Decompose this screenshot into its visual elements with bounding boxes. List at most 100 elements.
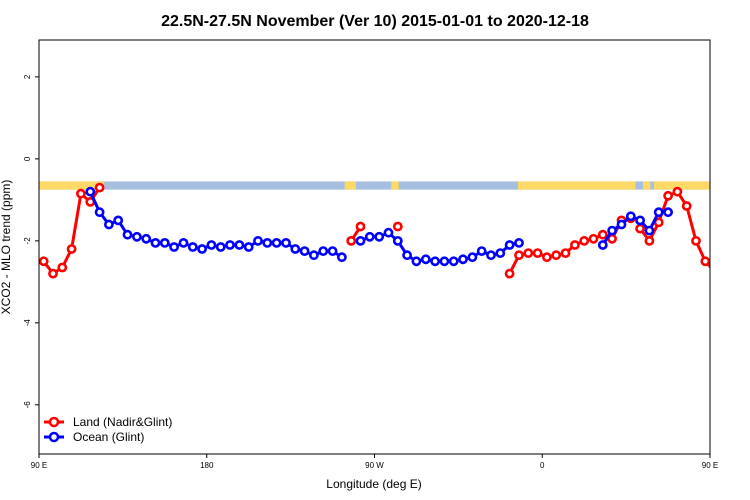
- data-point: [597, 229, 608, 240]
- data-point: [681, 201, 692, 211]
- y-axis-label: XCO2 - MLO trend (ppm): [0, 180, 13, 315]
- data-point: [402, 250, 412, 261]
- data-point: [653, 207, 664, 218]
- data-point: [588, 233, 599, 244]
- x-tick-label: 0: [540, 461, 545, 470]
- data-point: [700, 256, 710, 267]
- y-tick-label: -4: [23, 319, 32, 327]
- legend-ocean-marker: [48, 431, 60, 443]
- land-band-4: [642, 181, 651, 190]
- legend-land-label: Land (Nadir&Glint): [73, 415, 172, 429]
- data-point: [663, 190, 673, 201]
- data-point: [346, 235, 357, 246]
- data-point: [514, 237, 524, 248]
- series-ocean: [85, 186, 673, 267]
- data-point: [739, 190, 746, 197]
- data-point: [215, 242, 226, 252]
- x-tick-label: 90 E: [31, 461, 47, 470]
- data-point: [39, 256, 49, 267]
- data-point: [131, 231, 142, 242]
- data-point: [597, 240, 608, 250]
- land-band-2: [391, 181, 399, 190]
- data-point: [355, 221, 366, 232]
- data-point: [635, 215, 645, 226]
- chart-title: 22.5N-27.5N November (Ver 10) 2015-01-01…: [161, 13, 589, 30]
- data-point: [66, 244, 77, 254]
- data-point: [411, 256, 422, 267]
- data-point: [691, 235, 701, 246]
- data-point: [308, 250, 319, 261]
- land-band-1: [344, 181, 356, 190]
- data-point: [364, 231, 375, 242]
- data-point: [720, 264, 727, 271]
- land-band-5: [654, 181, 710, 190]
- data-point: [430, 256, 440, 267]
- legend-ocean-label: Ocean (Glint): [73, 430, 144, 444]
- data-point: [560, 248, 571, 258]
- data-point: [458, 254, 468, 265]
- data-point: [374, 231, 385, 242]
- data-point: [169, 242, 179, 252]
- data-point: [290, 244, 301, 254]
- data-point: [178, 237, 189, 248]
- series-line-0-4: [638, 190, 710, 269]
- data-point: [225, 240, 235, 250]
- data-point: [122, 229, 133, 240]
- data-point: [187, 242, 198, 252]
- plot-frame: [38, 39, 711, 455]
- data-point: [570, 240, 580, 250]
- data-point: [532, 248, 543, 258]
- data-point: [495, 248, 506, 258]
- y-tick-label: 2: [23, 74, 32, 79]
- y-tick-label: 0: [23, 156, 32, 161]
- data-point: [579, 235, 590, 246]
- data-point: [318, 246, 329, 256]
- data-point: [104, 219, 114, 230]
- land-band-0: [39, 181, 105, 190]
- data-point: [467, 252, 478, 263]
- data-point: [616, 219, 627, 230]
- data-point: [644, 235, 655, 246]
- data-point: [327, 246, 338, 256]
- x-axis-label: Longitude (deg E): [326, 477, 421, 491]
- data-point: [76, 188, 86, 199]
- y-axis-ticks: 2 0 -2 -4 -6: [23, 74, 39, 408]
- data-point: [262, 237, 273, 248]
- x-tick-label: 180: [200, 461, 214, 470]
- data-point: [420, 254, 431, 265]
- data-point: [644, 225, 655, 236]
- data-point: [197, 244, 207, 254]
- data-point: [57, 262, 68, 273]
- data-point: [709, 270, 710, 273]
- land-ocean-band: [39, 181, 710, 190]
- data-point: [635, 223, 645, 234]
- data-point: [476, 246, 487, 256]
- data-point: [113, 215, 124, 226]
- data-point: [551, 250, 562, 261]
- data-point: [206, 240, 217, 250]
- data-point: [243, 242, 254, 252]
- data-point: [625, 211, 636, 222]
- data-point: [383, 227, 394, 238]
- legend: Land (Nadir&Glint) Ocean (Glint): [44, 415, 172, 444]
- data-point: [504, 268, 515, 279]
- data-point: [607, 225, 617, 236]
- data-point: [448, 256, 459, 267]
- data-point: [271, 237, 282, 248]
- data-point: [94, 182, 105, 193]
- data-point: [48, 268, 58, 279]
- y-tick-label: -2: [23, 237, 32, 245]
- data-point: [730, 245, 737, 252]
- x-axis-ticks: 90 E 180 90 W 0 90 E: [31, 454, 718, 470]
- data-point: [336, 252, 347, 263]
- data-point: [234, 240, 245, 250]
- data-point: [85, 186, 96, 197]
- x-tick-label: 90 E: [702, 461, 718, 470]
- data-point: [542, 252, 552, 263]
- data-point: [159, 237, 170, 248]
- y-tick-label: -6: [23, 401, 32, 409]
- series-land: [39, 182, 746, 279]
- data-point: [355, 235, 366, 246]
- data-point: [672, 186, 683, 197]
